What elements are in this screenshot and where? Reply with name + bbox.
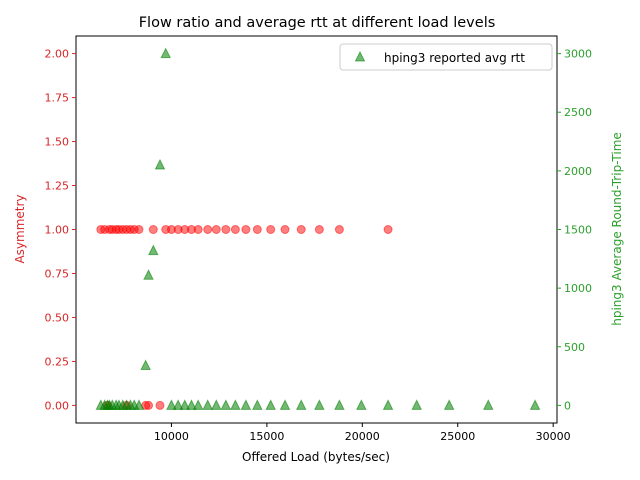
rtt-point — [314, 399, 325, 410]
asymmetry-point — [221, 225, 231, 234]
left-y-tick-label: 1.00 — [45, 224, 70, 237]
rtt-point — [279, 399, 291, 410]
rtt-point — [172, 399, 184, 410]
right-y-tick-label: 500 — [564, 341, 585, 354]
x-axis: 10000 15000 20000 25000 30000 — [154, 423, 571, 443]
right-y-tick-label: 1000 — [564, 282, 592, 295]
right-y-tick-label: 2000 — [564, 165, 592, 178]
right-y-axis: 0 500 1000 1500 2000 2500 3000 — [557, 48, 592, 412]
rtt-point — [186, 399, 197, 410]
rtt-point — [140, 359, 151, 371]
asymmetry-point — [296, 225, 306, 234]
rtt-point — [192, 399, 204, 410]
rtt-point — [133, 399, 145, 410]
asymmetry-point — [383, 225, 393, 234]
rtt-point — [210, 399, 222, 410]
x-axis-label: Offered Load (bytes/sec) — [242, 450, 390, 464]
rtt-point — [382, 399, 394, 410]
x-tick-label: 20000 — [345, 430, 380, 443]
asymmetry-point — [241, 225, 251, 234]
asymmetry-point — [193, 225, 203, 234]
rtt-point — [220, 399, 232, 410]
legend: hping3 reported avg rtt — [339, 43, 553, 71]
x-tick-label: 15000 — [249, 430, 284, 443]
rtt-point — [230, 399, 241, 410]
left-y-axis: 0.00 0.25 0.50 0.75 1.00 1.25 1.50 1.75 2.00 — [45, 48, 76, 412]
rtt-point — [166, 399, 177, 410]
x-tick-label: 30000 — [536, 430, 571, 443]
right-y-tick-label: 1500 — [564, 224, 592, 237]
rtt-point — [482, 399, 494, 410]
legend-triangle-marker — [354, 50, 366, 62]
x-tick-label: 10000 — [154, 430, 189, 443]
left-y-axis-label: Asymmetry — [13, 194, 27, 263]
asymmetry-point — [280, 225, 290, 234]
left-y-tick-label: 1.75 — [45, 92, 70, 105]
left-y-tick-label: 1.25 — [45, 180, 70, 193]
left-y-tick-label: 0.50 — [45, 311, 70, 324]
asymmetry-point — [155, 400, 165, 410]
rtt-point — [252, 399, 263, 410]
chart-title: Flow ratio and average rtt at different … — [139, 15, 496, 31]
rtt-point — [295, 399, 307, 410]
rtt-point — [143, 269, 154, 280]
legend-box — [339, 43, 553, 71]
legend-label-rtt: hping3 reported avg rtt — [384, 51, 525, 65]
asymmetry-point — [334, 225, 344, 234]
asymmetry-point — [230, 225, 240, 234]
rtt-point — [160, 47, 172, 59]
left-y-tick-label: 0.25 — [45, 355, 70, 368]
rtt-point — [202, 399, 214, 410]
asymmetry-point — [144, 400, 154, 410]
asymmetry-point — [211, 225, 221, 234]
x-tick-label: 25000 — [440, 430, 475, 443]
right-y-axis-label: hping3 Average Round-Trip-Time — [610, 132, 624, 326]
rtt-point — [334, 399, 345, 410]
rtt-point — [154, 158, 166, 170]
right-y-tick-label: 3000 — [564, 48, 592, 61]
rtt-point — [147, 244, 159, 256]
rtt-point — [356, 399, 367, 410]
asymmetry-point — [252, 225, 262, 234]
asymmetry-point — [266, 225, 276, 234]
rtt-point — [265, 399, 276, 410]
rtt-point — [240, 399, 252, 410]
asymmetry-point — [203, 225, 213, 234]
left-y-tick-label: 0.75 — [45, 267, 70, 280]
rtt-point — [179, 399, 191, 410]
rtt-point — [529, 399, 541, 410]
right-y-tick-label: 0 — [564, 399, 571, 412]
right-y-tick-label: 2500 — [564, 106, 592, 119]
asymmetry-point — [314, 225, 324, 234]
left-y-tick-label: 2.00 — [45, 48, 70, 61]
rtt-point — [411, 399, 423, 410]
rtt-point — [443, 399, 455, 410]
left-y-tick-label: 1.50 — [45, 136, 70, 149]
rtt-points — [95, 47, 541, 410]
left-y-tick-label: 0.00 — [45, 399, 70, 412]
asymmetry-point — [134, 225, 144, 234]
asymmetry-point — [148, 225, 158, 234]
